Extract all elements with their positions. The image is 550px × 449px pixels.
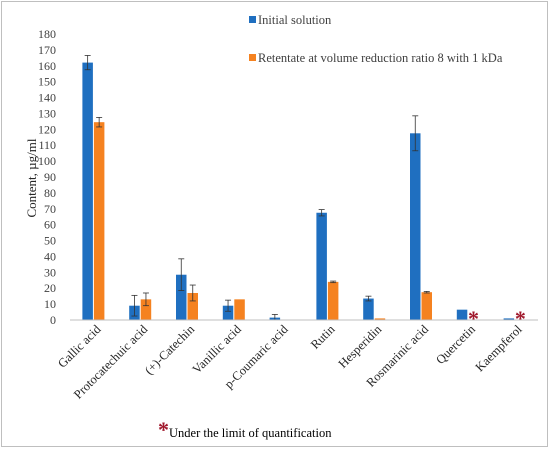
bar [363,298,374,320]
bar [187,292,198,320]
y-tick-label: 110 [38,138,56,152]
category-label: Kaempferol [473,322,525,374]
bar [456,309,468,320]
y-tick-label: 160 [38,59,56,73]
loq-star: * [515,306,526,331]
legend: Initial solution Retentate at volume red… [249,13,503,65]
category-label: (+)-Catechin [142,322,198,378]
bar [140,299,152,320]
bar [421,292,432,320]
bar [82,62,93,320]
bar [93,122,105,320]
bar [327,281,339,320]
y-tick-label: 50 [44,234,56,248]
legend-swatch-retentate [249,54,256,61]
y-tick-label: 120 [38,122,56,136]
bar [222,305,234,320]
loq-markers: * * [468,306,526,331]
category-label: Gallic acid [55,322,104,371]
bar [234,299,245,320]
y-tick-label: 150 [38,75,56,89]
bar [503,318,515,320]
footnote: * Under the limit of quantification [158,417,332,442]
y-tick-label: 180 [38,27,56,41]
legend-swatch-initial [249,16,256,23]
y-tick-label: 20 [44,281,56,295]
y-tick-label: 40 [44,249,56,263]
bar [316,212,327,320]
bar [410,133,421,320]
loq-star: * [468,306,479,331]
error-bars [84,55,430,321]
bars [82,62,515,320]
y-tick-label: 90 [44,170,56,184]
y-axis-label: Content, µg/ml [24,138,39,217]
y-tick-label: 60 [44,218,56,232]
y-tick-label: 140 [38,91,56,105]
bar [176,274,187,320]
footnote-star: * [158,417,169,442]
legend-label-retentate: Retentate at volume reduction ratio 8 wi… [258,51,503,65]
y-tick-label: 170 [38,43,56,57]
legend-label-initial: Initial solution [258,13,332,27]
category-label: Rutin [308,322,338,352]
y-tick-label: 130 [38,106,56,120]
y-tick-label: 80 [44,186,56,200]
y-tick-label: 100 [38,154,56,168]
y-tick-label: 30 [44,265,56,279]
y-tick-label: 0 [50,313,56,327]
category-label: Hesperidin [336,322,385,371]
y-tick-label: 70 [44,202,56,216]
bar [374,318,386,320]
y-tick-label: 10 [44,297,56,311]
category-label: Quercetin [433,322,478,367]
footnote-text: Under the limit of quantification [169,426,332,440]
